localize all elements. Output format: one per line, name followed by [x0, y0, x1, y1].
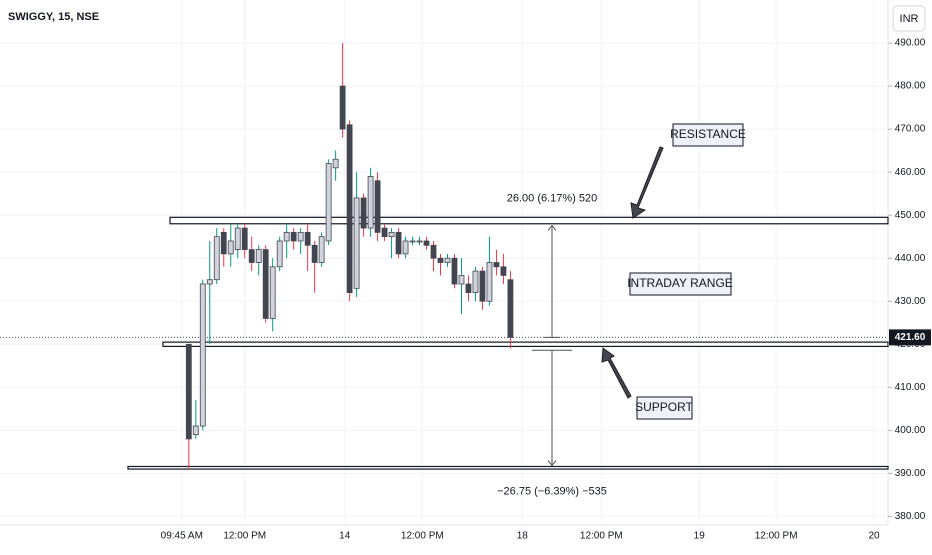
candle-body [297, 231, 304, 242]
annotation-text: SUPPORT [635, 400, 693, 414]
candle-body [360, 197, 367, 229]
y-tick-label: 380.00 [895, 511, 926, 522]
candle-body [367, 176, 374, 229]
candle-body [507, 279, 514, 338]
candle-body [283, 231, 290, 242]
candle-body [262, 249, 269, 319]
candle-body [493, 262, 500, 268]
candle-body [311, 244, 318, 263]
range-arrow [547, 224, 557, 231]
y-tick-label: 440.00 [895, 253, 926, 264]
candle-body [199, 283, 206, 427]
candle-body [269, 266, 276, 319]
candle-body [241, 227, 248, 250]
candle-body [353, 197, 360, 289]
x-tick-label: 18 [517, 531, 529, 542]
y-tick-label: 390.00 [895, 468, 926, 479]
range-arrow [547, 460, 557, 467]
candle-body [213, 236, 220, 281]
x-tick-label: 20 [868, 531, 880, 542]
candle-body [444, 257, 451, 263]
x-tick-label: 12:00 PM [755, 531, 798, 542]
y-tick-label: 400.00 [895, 425, 926, 436]
x-tick-label: 19 [694, 531, 706, 542]
candle-body [220, 231, 227, 255]
x-tick-label: 12:00 PM [401, 531, 444, 542]
grid [0, 0, 888, 525]
y-tick-label: 480.00 [895, 81, 926, 92]
currency[interactable]: INR [900, 13, 919, 25]
x-tick-label: 12:00 PM [580, 531, 623, 542]
candle-body [451, 257, 458, 285]
candle-body [430, 244, 437, 259]
range-label: −26.75 (−6.39%) −535 [497, 485, 607, 497]
candle-body [248, 249, 255, 263]
candle-body [381, 227, 388, 238]
candle-body [192, 425, 199, 436]
candle-body [423, 240, 430, 246]
annotation-text: RESISTANCE [670, 127, 746, 141]
candle-body [465, 283, 472, 294]
candle-body [479, 270, 486, 302]
support-arrow [601, 347, 632, 399]
currency-button[interactable] [892, 5, 926, 32]
candle-body [332, 158, 339, 169]
annotation-box [672, 123, 744, 147]
y-tick-label: 460.00 [895, 167, 926, 178]
annotation: RESISTANCE INTRADAY RANGE SUPPORT [627, 123, 746, 420]
x-tick-label: 09:45 AM [161, 531, 203, 542]
x-tick-label: 14 [339, 531, 351, 542]
y-tick-label: 450.00 [895, 210, 926, 221]
candle-body [437, 257, 444, 263]
candle-body [255, 249, 262, 263]
candle-body [395, 231, 402, 255]
candle-body [409, 240, 416, 243]
candle-body [290, 231, 297, 242]
candle-body [304, 231, 311, 246]
drawings: 26.00 (6.17%) 520 −26.75 (−6.39%) −535 [0, 192, 889, 497]
candle-body [458, 275, 465, 285]
range-label: 26.00 (6.17%) 520 [507, 192, 598, 204]
candle-body [346, 124, 353, 294]
last-price-label: 421.60 [895, 332, 926, 343]
y-tick-label: 470.00 [895, 124, 926, 135]
candle-body [500, 266, 507, 276]
y-tick-label: 410.00 [895, 382, 926, 393]
candle-body [234, 227, 241, 250]
candle-body [276, 240, 283, 268]
candle-body [388, 231, 395, 238]
last-price-tag [889, 329, 931, 346]
candle-body [402, 240, 409, 255]
y-tick-label: 430.00 [895, 296, 926, 307]
candle-body [185, 343, 192, 440]
resistance-arrow [630, 146, 664, 219]
candle-body [416, 240, 423, 243]
annotation-box [636, 396, 693, 420]
candles [185, 43, 514, 470]
candle-body [206, 279, 213, 285]
zone [127, 465, 889, 470]
zone [162, 341, 889, 348]
annotation-text: INTRADAY RANGE [627, 276, 733, 290]
candle-body [472, 270, 479, 294]
candle-body [486, 262, 493, 302]
symbol: SWIGGY, 15, NSE [8, 11, 99, 23]
candle-body [325, 163, 332, 242]
candle-body [374, 180, 381, 233]
candle-body [339, 85, 346, 130]
zone [169, 216, 889, 225]
annotation-box [629, 272, 732, 296]
candle-body [318, 236, 325, 263]
x-tick-label: 12:00 PM [223, 531, 266, 542]
y-tick-label: 490.00 [895, 38, 926, 49]
candle-body [227, 240, 234, 255]
